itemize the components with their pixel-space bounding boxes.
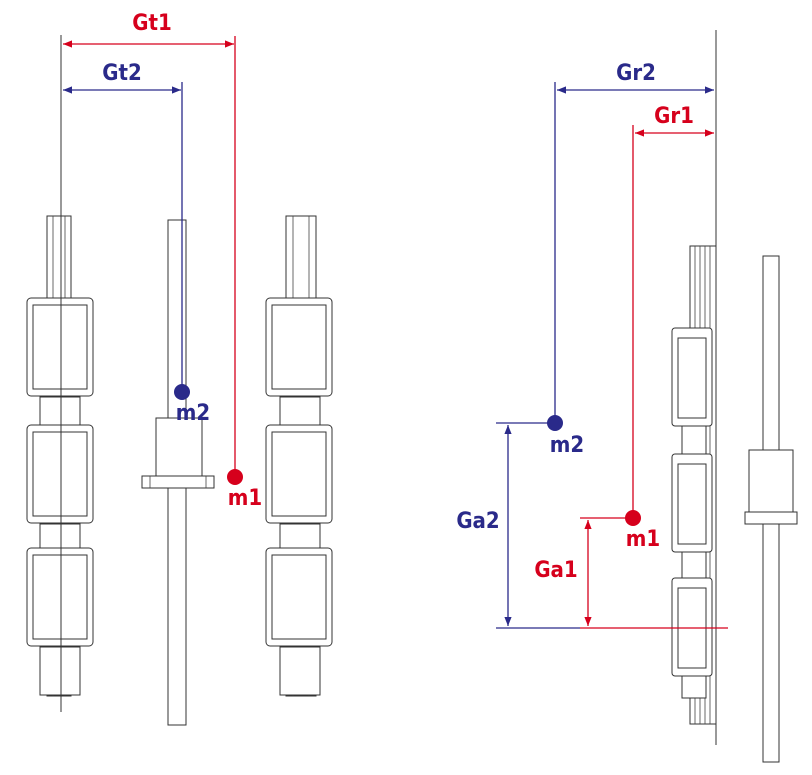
side-rail-assembly (671, 245, 717, 725)
m2-right-label: m2 (550, 433, 584, 458)
m2-right-marker (547, 415, 563, 431)
center-shaft (141, 219, 215, 726)
left-rail-assembly (26, 215, 94, 697)
m2-left-label: m2 (176, 401, 210, 426)
gr1-label: Gr1 (654, 104, 694, 129)
m1-right-marker (625, 510, 641, 526)
ga2-label: Ga2 (456, 509, 499, 534)
ga1-label: Ga1 (534, 558, 577, 583)
m1-right-label: m1 (626, 527, 660, 552)
gt1-label: Gt1 (132, 11, 171, 36)
gr2-label: Gr2 (616, 61, 656, 86)
gt2-label: Gt2 (102, 61, 141, 86)
side-shaft (744, 255, 798, 763)
m2-left-marker (174, 384, 190, 400)
right-view: Gr2 Gr1 Ga2 Ga1 m2 m1 (456, 30, 798, 763)
m1-left-label: m1 (228, 486, 262, 511)
left-view: Gt1 Gt2 m2 m1 (26, 11, 333, 726)
m1-left-marker (227, 469, 243, 485)
right-rail-assembly (265, 215, 333, 697)
